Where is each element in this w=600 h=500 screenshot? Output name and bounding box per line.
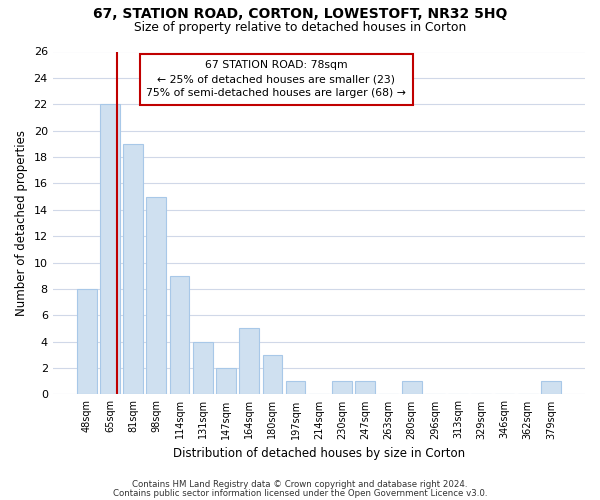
Text: 67 STATION ROAD: 78sqm
← 25% of detached houses are smaller (23)
75% of semi-det: 67 STATION ROAD: 78sqm ← 25% of detached… xyxy=(146,60,406,98)
Bar xyxy=(216,368,236,394)
Text: Contains public sector information licensed under the Open Government Licence v3: Contains public sector information licen… xyxy=(113,489,487,498)
Bar xyxy=(286,381,305,394)
Bar xyxy=(263,355,282,395)
Bar xyxy=(100,104,120,395)
Bar xyxy=(402,381,422,394)
Bar xyxy=(146,196,166,394)
Y-axis label: Number of detached properties: Number of detached properties xyxy=(15,130,28,316)
Bar xyxy=(355,381,375,394)
Bar xyxy=(332,381,352,394)
Bar xyxy=(77,289,97,395)
Text: 67, STATION ROAD, CORTON, LOWESTOFT, NR32 5HQ: 67, STATION ROAD, CORTON, LOWESTOFT, NR3… xyxy=(93,8,507,22)
Bar xyxy=(123,144,143,395)
Bar xyxy=(541,381,561,394)
Text: Contains HM Land Registry data © Crown copyright and database right 2024.: Contains HM Land Registry data © Crown c… xyxy=(132,480,468,489)
Bar xyxy=(239,328,259,394)
Bar xyxy=(170,276,190,394)
Text: Size of property relative to detached houses in Corton: Size of property relative to detached ho… xyxy=(134,21,466,34)
Bar xyxy=(193,342,212,394)
X-axis label: Distribution of detached houses by size in Corton: Distribution of detached houses by size … xyxy=(173,447,465,460)
